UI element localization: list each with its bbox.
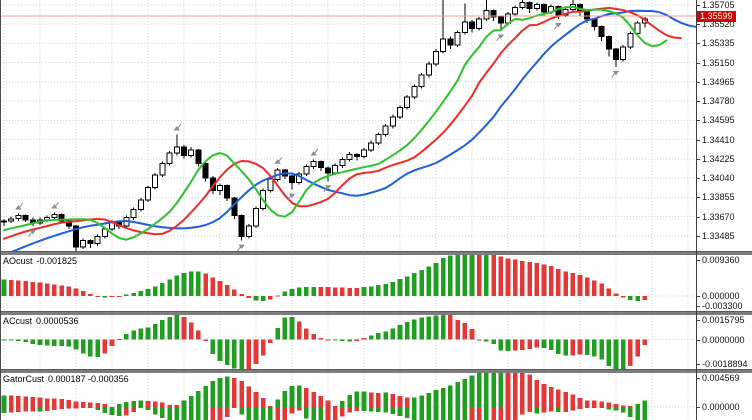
axis-tick-mark bbox=[697, 407, 700, 408]
current-price-value: 1.35599 bbox=[700, 11, 733, 21]
axis-tick-mark bbox=[697, 24, 700, 25]
gator-oscillator-panel[interactable] bbox=[0, 373, 696, 420]
axis-tick-mark bbox=[697, 236, 700, 237]
price-axis-label: 1.35150 bbox=[702, 58, 735, 68]
axis-tick-mark bbox=[697, 43, 700, 44]
price-axis-label: 1.33855 bbox=[702, 192, 735, 202]
axis-tick-mark bbox=[697, 364, 700, 365]
price-axis-label: 0.004569 bbox=[702, 373, 740, 383]
axis-tick-mark bbox=[697, 217, 700, 218]
price-axis-label: 1.34410 bbox=[702, 135, 735, 145]
price-axis-label: 1.35520 bbox=[702, 19, 735, 29]
price-axis-label: 0.009360 bbox=[702, 255, 740, 265]
current-price-tag: 1.35599 bbox=[697, 11, 736, 22]
indicator-name: GatorCust bbox=[3, 374, 45, 384]
awesome-oscillator-label: AOcust -0.001825 bbox=[3, 256, 77, 266]
axis-tick-mark bbox=[697, 101, 700, 102]
main-price-chart[interactable] bbox=[0, 0, 696, 251]
axis-tick-mark bbox=[697, 378, 700, 379]
indicator-name: ACcust bbox=[3, 316, 33, 326]
price-axis-label: 0.0000000 bbox=[702, 335, 745, 345]
price-axis-label: 0.000000 bbox=[702, 291, 740, 301]
axis-tick-mark bbox=[697, 140, 700, 141]
awesome-oscillator-panel[interactable] bbox=[0, 255, 696, 311]
price-axis-label: -0.003300 bbox=[702, 301, 743, 311]
axis-tick-mark bbox=[697, 320, 700, 321]
price-axis-label: 1.33485 bbox=[702, 231, 735, 241]
indicator-value: 0.0000536 bbox=[36, 316, 79, 326]
axis-tick-mark bbox=[697, 340, 700, 341]
price-axis-label: 1.34965 bbox=[702, 77, 735, 87]
indicator-value: -0.001825 bbox=[36, 256, 78, 266]
axis-tick-mark bbox=[697, 296, 700, 297]
price-axis[interactable]: 1.35705 1.35520 1.35335 1.35150 1.34965 1.347… bbox=[696, 0, 752, 420]
price-axis-label: 1.35705 bbox=[702, 0, 735, 10]
price-axis-label: 1.34780 bbox=[702, 96, 735, 106]
accelerator-oscillator-label: ACcust 0.0000536 bbox=[3, 316, 79, 326]
axis-tick-mark bbox=[697, 82, 700, 83]
axis-tick-mark bbox=[697, 197, 700, 198]
accelerator-oscillator-panel[interactable] bbox=[0, 315, 696, 369]
price-axis-label: 0.000000 bbox=[702, 402, 740, 412]
panel-separator[interactable] bbox=[0, 369, 752, 373]
price-axis-label: 1.35335 bbox=[702, 38, 735, 48]
axis-tick-mark bbox=[697, 120, 700, 121]
axis-tick-mark bbox=[697, 63, 700, 64]
panel-separator[interactable] bbox=[0, 251, 752, 255]
price-axis-label: 1.33670 bbox=[702, 212, 735, 222]
axis-tick-mark bbox=[697, 260, 700, 261]
axis-tick-mark bbox=[697, 159, 700, 160]
price-axis-label: 1.34040 bbox=[702, 173, 735, 183]
axis-tick-mark bbox=[697, 306, 700, 307]
gator-oscillator-label: GatorCust 0.000187 -0.000356 bbox=[3, 374, 129, 384]
price-axis-label: -0.0018894 bbox=[702, 359, 748, 369]
axis-tick-mark bbox=[697, 178, 700, 179]
indicator-value: 0.000187 -0.000356 bbox=[48, 374, 129, 384]
chart-left-border bbox=[0, 0, 1, 420]
indicator-name: AOcust bbox=[3, 256, 33, 266]
panel-separator[interactable] bbox=[0, 311, 752, 315]
axis-tick-mark bbox=[697, 5, 700, 6]
price-axis-label: 0.0015795 bbox=[702, 315, 745, 325]
price-axis-label: 1.34595 bbox=[702, 115, 735, 125]
price-axis-label: 1.34225 bbox=[702, 154, 735, 164]
